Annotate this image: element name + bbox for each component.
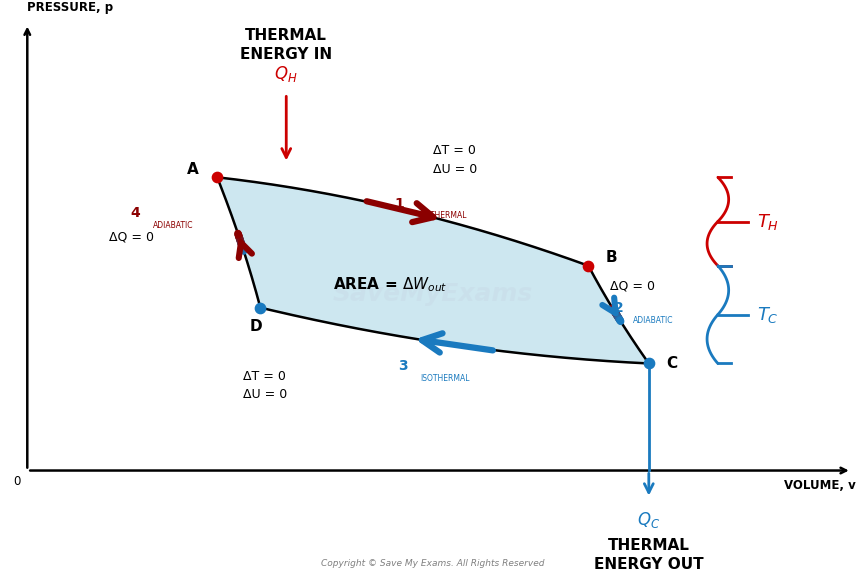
Point bbox=[254, 303, 268, 312]
Text: ΔT = 0: ΔT = 0 bbox=[243, 370, 286, 383]
Text: ISOTHERMAL: ISOTHERMAL bbox=[417, 211, 467, 220]
Text: Copyright © Save My Exams. All Rights Reserved: Copyright © Save My Exams. All Rights Re… bbox=[321, 559, 545, 568]
Text: AREA = $\Delta W_{out}$: AREA = $\Delta W_{out}$ bbox=[333, 275, 447, 293]
Text: ISOTHERMAL: ISOTHERMAL bbox=[420, 374, 469, 383]
Text: A: A bbox=[186, 162, 198, 176]
Point bbox=[581, 261, 595, 270]
Text: ΔU = 0: ΔU = 0 bbox=[243, 389, 288, 401]
Text: 4: 4 bbox=[131, 206, 140, 220]
Text: 2: 2 bbox=[614, 301, 624, 316]
Text: $T_H$: $T_H$ bbox=[757, 212, 779, 231]
Text: SaveMyExams: SaveMyExams bbox=[333, 282, 533, 306]
Text: $Q_C$: $Q_C$ bbox=[637, 510, 661, 530]
Text: THERMAL
ENERGY IN: THERMAL ENERGY IN bbox=[240, 28, 333, 62]
Text: ΔT = 0: ΔT = 0 bbox=[433, 144, 476, 157]
Text: ΔQ = 0: ΔQ = 0 bbox=[610, 279, 655, 292]
Text: $Q_H$: $Q_H$ bbox=[275, 64, 298, 84]
Text: D: D bbox=[249, 319, 262, 334]
Text: ADIABATIC: ADIABATIC bbox=[152, 220, 193, 230]
Text: ΔU = 0: ΔU = 0 bbox=[433, 162, 477, 176]
Text: B: B bbox=[605, 250, 617, 265]
Text: C: C bbox=[666, 356, 677, 371]
Text: VOLUME, v: VOLUME, v bbox=[785, 479, 856, 492]
Text: ADIABATIC: ADIABATIC bbox=[633, 316, 674, 325]
Text: $T_C$: $T_C$ bbox=[757, 304, 779, 325]
Polygon shape bbox=[217, 177, 649, 364]
Text: PRESSURE, p: PRESSURE, p bbox=[28, 1, 113, 14]
Text: ΔQ = 0: ΔQ = 0 bbox=[109, 230, 154, 243]
Text: 3: 3 bbox=[398, 360, 408, 374]
Text: THERMAL
ENERGY OUT: THERMAL ENERGY OUT bbox=[594, 538, 703, 572]
Text: 1: 1 bbox=[394, 197, 404, 211]
Point bbox=[642, 359, 656, 368]
Point bbox=[210, 173, 224, 182]
Text: 0: 0 bbox=[13, 475, 21, 488]
